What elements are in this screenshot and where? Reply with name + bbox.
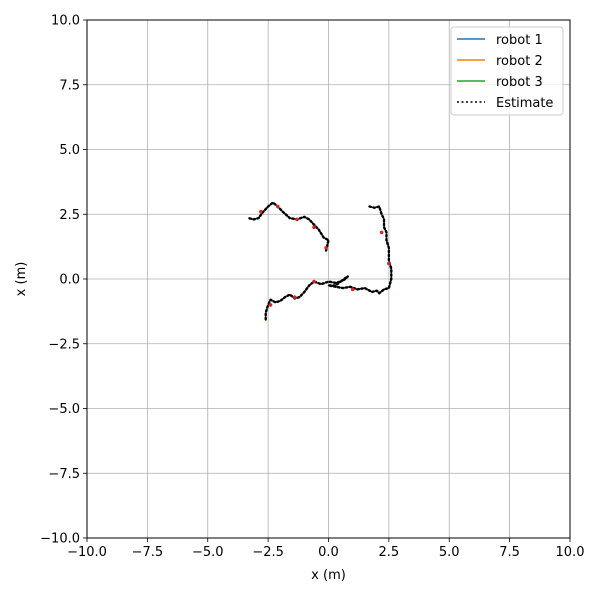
y-tick-label: −2.5 [48, 337, 80, 352]
x-tick-label: −5.0 [192, 545, 224, 560]
x-tick-label: 10.0 [556, 545, 585, 560]
x-tick-label: −2.5 [252, 545, 284, 560]
series-layer [247, 201, 393, 322]
y-axis-ticks: −10.0 −7.5 −5.0 −2.5 0.0 2.5 5.0 7.5 10.0 [40, 14, 87, 547]
landmark-point [275, 204, 280, 209]
landmark-point [387, 261, 391, 266]
y-tick-label: 2.5 [59, 208, 80, 223]
landmark-point [379, 230, 384, 235]
y-tick-label: 10.0 [51, 14, 80, 29]
landmark-point [312, 279, 316, 284]
legend-label-robot-1: robot 1 [496, 33, 543, 48]
landmark-point [292, 295, 297, 299]
legend: robot 1 robot 2 robot 3 Estimate [450, 26, 564, 116]
y-tick-label: −10.0 [40, 532, 80, 547]
legend-label-robot-2: robot 2 [496, 54, 543, 69]
landmark-point [295, 217, 299, 222]
x-tick-label: 2.5 [379, 545, 400, 560]
legend-label-robot-3: robot 3 [496, 75, 543, 90]
y-tick-label: 7.5 [59, 78, 80, 93]
y-tick-label: −5.0 [48, 402, 80, 417]
landmark-point [312, 225, 316, 229]
marker-layer [259, 204, 391, 307]
series-line-estimate-4 [247, 201, 330, 252]
legend-label-estimate: Estimate [496, 96, 553, 111]
x-tick-label: 5.0 [439, 545, 460, 560]
landmark-point [324, 246, 328, 250]
x-tick-label: −10.0 [67, 545, 107, 560]
landmark-point [268, 303, 273, 307]
y-tick-label: −7.5 [48, 467, 80, 482]
x-axis-ticks: −10.0 −7.5 −5.0 −2.5 0.0 2.5 5.0 7.5 10.0 [67, 538, 584, 560]
x-tick-label: 0.0 [318, 545, 339, 560]
y-tick-label: 0.0 [59, 273, 80, 288]
landmark-point [259, 209, 263, 214]
x-tick-label: −7.5 [132, 545, 164, 560]
y-tick-label: 5.0 [59, 143, 80, 158]
x-axis-label: x (m) [311, 568, 346, 583]
series-line-estimate [264, 205, 393, 322]
landmark-point [350, 287, 355, 292]
legend-frame [450, 26, 564, 116]
y-axis-label: x (m) [14, 262, 29, 297]
x-tick-label: 7.5 [499, 545, 520, 560]
